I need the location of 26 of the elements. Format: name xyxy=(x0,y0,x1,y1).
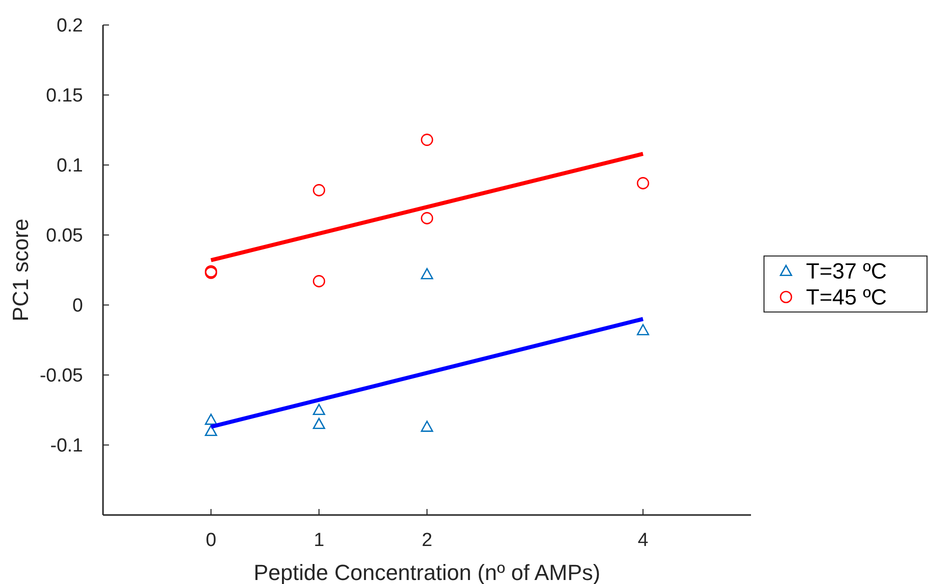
y-tick-label: 0 xyxy=(72,296,83,317)
point xyxy=(204,424,218,436)
x-tick-label: 2 xyxy=(422,530,432,551)
point xyxy=(312,404,326,416)
point xyxy=(636,324,650,336)
y-tick-label: -0.1 xyxy=(50,436,83,457)
x-tick-label: 4 xyxy=(638,530,649,551)
point xyxy=(312,275,326,288)
point xyxy=(312,418,326,430)
point xyxy=(636,177,650,190)
y-tick-label: -0.05 xyxy=(40,366,83,387)
legend-label: T=45 ºC xyxy=(806,284,887,310)
y-axis-title: PC1 score xyxy=(8,218,33,322)
point xyxy=(312,184,326,196)
y-tick-label: 0.1 xyxy=(56,156,83,177)
y-tick-label: 0.05 xyxy=(46,226,83,247)
x-tick-label: 0 xyxy=(206,530,216,551)
y-tick-label: 0.2 xyxy=(56,16,83,37)
point xyxy=(420,212,434,224)
point xyxy=(420,420,434,432)
x-tick-label: 1 xyxy=(314,530,324,551)
point xyxy=(420,268,434,280)
y-tick-label: 0.15 xyxy=(46,86,83,107)
legend-label: T=37 ºC xyxy=(806,258,887,284)
point xyxy=(420,134,434,146)
point xyxy=(204,414,218,425)
